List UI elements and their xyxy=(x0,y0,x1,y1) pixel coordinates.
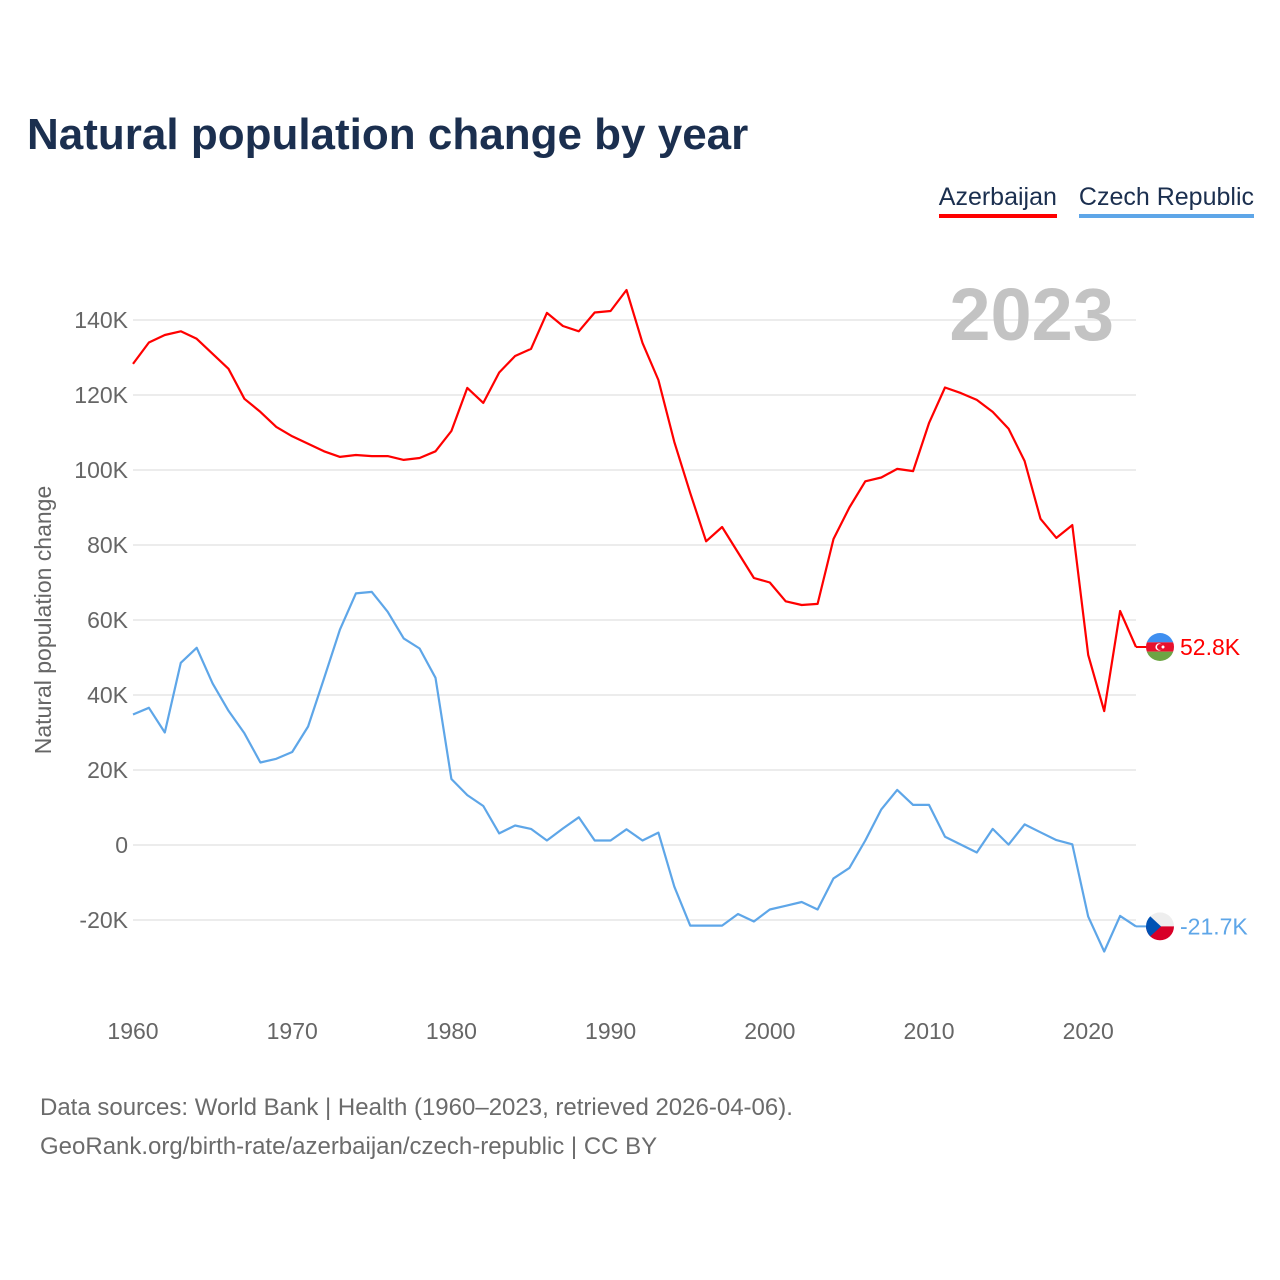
end-markers: 52.8K -21.7K xyxy=(1136,633,1248,941)
series-line-azerbaijan xyxy=(132,288,1138,713)
czech-flag-icon xyxy=(1146,912,1174,941)
y-tick-label: 120K xyxy=(74,382,128,408)
x-tick-label: 1970 xyxy=(267,1018,318,1044)
y-tick-label: 100K xyxy=(74,457,128,483)
x-tick-label: 1980 xyxy=(426,1018,477,1044)
y-tick-label: 60K xyxy=(87,607,129,633)
year-watermark: 2023 xyxy=(949,273,1114,356)
gridlines xyxy=(133,319,1136,921)
end-value-label: -21.7K xyxy=(1180,913,1248,939)
y-tick-label: 80K xyxy=(87,532,129,558)
series-lines xyxy=(132,288,1138,953)
legend-item-czech-republic[interactable]: Czech Republic xyxy=(1078,183,1254,218)
legend: Azerbaijan Czech Republic xyxy=(938,183,1254,218)
end-value-label: 52.8K xyxy=(1180,634,1241,660)
x-tick-label: 1990 xyxy=(585,1018,636,1044)
x-tick-label: 2000 xyxy=(744,1018,795,1044)
y-axis-label: Natural population change xyxy=(30,486,56,755)
y-tick-label: -20K xyxy=(79,907,128,933)
x-tick-label: 2020 xyxy=(1063,1018,1114,1044)
data-source-text: Data sources: World Bank | Health (1960–… xyxy=(40,1094,793,1121)
x-tick-label: 2010 xyxy=(903,1018,954,1044)
y-tick-label: 20K xyxy=(87,757,129,783)
source-link[interactable]: GeoRank.org/birth-rate/azerbaijan/czech-… xyxy=(40,1133,658,1160)
y-tick-label: 40K xyxy=(87,682,129,708)
x-tick-label: 1960 xyxy=(107,1018,158,1044)
series-line-czech-republic xyxy=(132,590,1137,953)
y-axis-ticks: -20K 0 20K 40K 60K 80K 100K 120K 140K xyxy=(74,307,128,933)
legend-item-azerbaijan[interactable]: Azerbaijan xyxy=(938,183,1057,218)
chart-title: Natural population change by year xyxy=(27,110,749,159)
azerbaijan-flag-icon xyxy=(1146,633,1174,661)
footer: Data sources: World Bank | Health (1960–… xyxy=(40,1088,793,1166)
y-tick-label: 140K xyxy=(74,307,128,333)
x-axis-ticks: 1960 1970 1980 1990 2000 2010 2020 xyxy=(107,1018,1113,1044)
y-tick-label: 0 xyxy=(115,832,128,858)
